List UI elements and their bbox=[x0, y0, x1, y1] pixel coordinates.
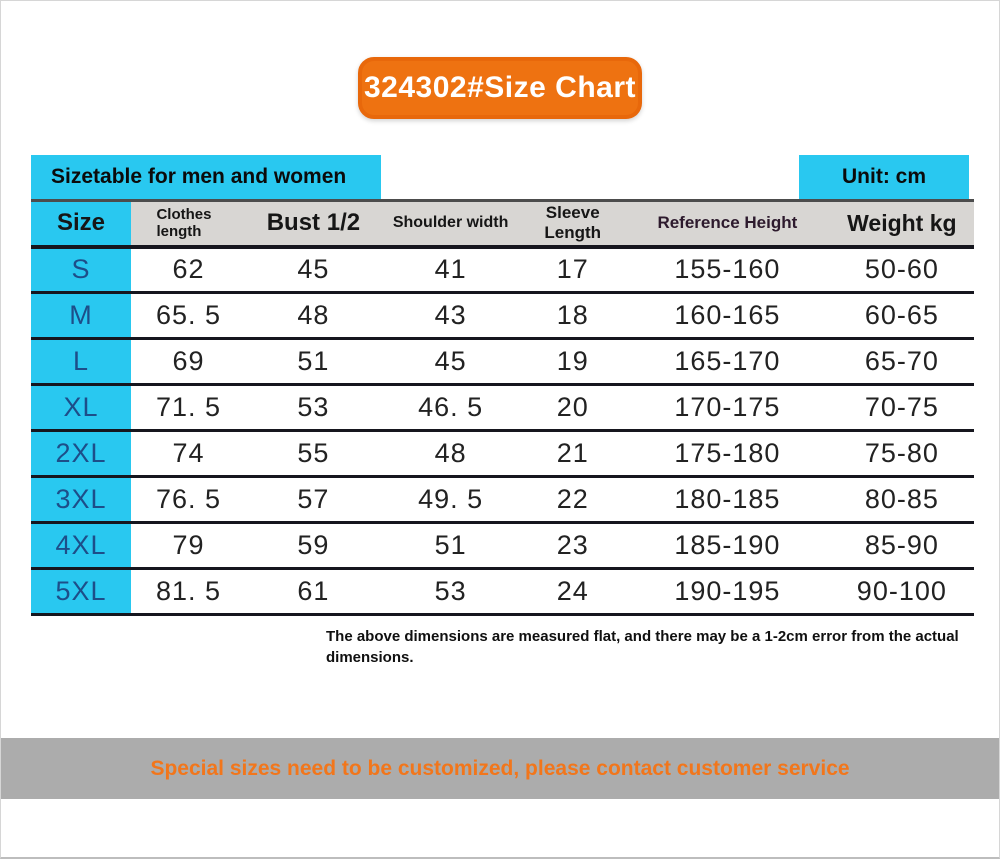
footer-banner: Special sizes need to be customized, ple… bbox=[1, 738, 999, 799]
value-cell: 51 bbox=[380, 522, 521, 570]
table-row-s: S 62 45 41 17 155-160 50-60 bbox=[31, 246, 974, 294]
value-cell: 81. 5 bbox=[130, 568, 246, 616]
column-header-sleeve-length: Sleeve Length bbox=[520, 200, 626, 249]
size-cell: 4XL bbox=[31, 522, 131, 570]
unit-bar: Unit: cm bbox=[799, 155, 969, 199]
value-cell: 57 bbox=[245, 476, 381, 524]
value-cell: 62 bbox=[130, 246, 246, 294]
value-cell: 53 bbox=[380, 568, 521, 616]
value-cell: 59 bbox=[245, 522, 381, 570]
value-cell: 190-195 bbox=[625, 568, 830, 616]
value-cell: 75-80 bbox=[829, 430, 974, 478]
value-cell: 155-160 bbox=[625, 246, 830, 294]
size-cell: 5XL bbox=[31, 568, 131, 616]
value-cell: 170-175 bbox=[625, 384, 830, 432]
caption-row: Sizetable for men and women Unit: cm bbox=[31, 155, 969, 199]
value-cell: 70-75 bbox=[829, 384, 974, 432]
column-header-label: Clothes length bbox=[156, 206, 212, 241]
value-cell: 65. 5 bbox=[130, 292, 246, 340]
size-table: Size Clothes length Bust 1/2 Shoulder width… bbox=[31, 199, 974, 616]
value-cell: 175-180 bbox=[625, 430, 830, 478]
size-table-body: S 62 45 41 17 155-160 50-60 M 65. 5 48 43 18 160-165… bbox=[31, 246, 974, 616]
column-header-label: Weight kg bbox=[847, 209, 957, 236]
table-row-2xl: 2XL 74 55 48 21 175-180 75-80 bbox=[31, 430, 974, 478]
value-cell: 85-90 bbox=[829, 522, 974, 570]
value-cell: 90-100 bbox=[829, 568, 974, 616]
size-table-header: Size Clothes length Bust 1/2 Shoulder width… bbox=[31, 200, 974, 249]
footer-message: Special sizes need to be customized, ple… bbox=[150, 756, 850, 780]
value-cell: 22 bbox=[520, 476, 626, 524]
page-title: 324302#Size Chart bbox=[364, 71, 636, 104]
table-row-xl: XL 71. 5 53 46. 5 20 170-175 70-75 bbox=[31, 384, 974, 432]
column-header-label: Bust 1/2 bbox=[266, 209, 361, 237]
value-cell: 80-85 bbox=[829, 476, 974, 524]
value-cell: 17 bbox=[520, 246, 626, 294]
value-cell: 46. 5 bbox=[380, 384, 521, 432]
column-header-label: Sleeve Length bbox=[544, 203, 602, 243]
column-header-weight-kg: Weight kg bbox=[829, 200, 974, 249]
value-cell: 74 bbox=[130, 430, 246, 478]
column-header-clothes-length: Clothes length bbox=[130, 200, 246, 249]
value-cell: 49. 5 bbox=[380, 476, 521, 524]
value-cell: 79 bbox=[130, 522, 246, 570]
column-header-label: Size bbox=[56, 209, 105, 237]
value-cell: 45 bbox=[380, 338, 521, 386]
value-cell: 48 bbox=[245, 292, 381, 340]
value-cell: 21 bbox=[520, 430, 626, 478]
value-cell: 165-170 bbox=[625, 338, 830, 386]
column-header-reference-height: Reference Height bbox=[625, 200, 830, 249]
value-cell: 60-65 bbox=[829, 292, 974, 340]
column-header-shoulder-width: Shoulder width bbox=[380, 200, 521, 249]
column-header-label: Shoulder width bbox=[392, 214, 509, 232]
value-cell: 65-70 bbox=[829, 338, 974, 386]
table-row-3xl: 3XL 76. 5 57 49. 5 22 180-185 80-85 bbox=[31, 476, 974, 524]
size-cell: M bbox=[31, 292, 131, 340]
size-cell: L bbox=[31, 338, 131, 386]
table-caption-bar: Sizetable for men and women bbox=[31, 155, 381, 199]
value-cell: 71. 5 bbox=[130, 384, 246, 432]
value-cell: 55 bbox=[245, 430, 381, 478]
size-cell: S bbox=[31, 246, 131, 294]
value-cell: 50-60 bbox=[829, 246, 974, 294]
value-cell: 48 bbox=[380, 430, 521, 478]
value-cell: 19 bbox=[520, 338, 626, 386]
value-cell: 51 bbox=[245, 338, 381, 386]
size-cell: 3XL bbox=[31, 476, 131, 524]
value-cell: 180-185 bbox=[625, 476, 830, 524]
value-cell: 20 bbox=[520, 384, 626, 432]
table-caption-label: Sizetable for men and women bbox=[51, 165, 347, 188]
table-row-4xl: 4XL 79 59 51 23 185-190 85-90 bbox=[31, 522, 974, 570]
value-cell: 185-190 bbox=[625, 522, 830, 570]
column-header-label: Reference Height bbox=[657, 213, 798, 233]
table-row-l: L 69 51 45 19 165-170 65-70 bbox=[31, 338, 974, 386]
header-row: Size Clothes length Bust 1/2 Shoulder width… bbox=[31, 200, 974, 249]
value-cell: 24 bbox=[520, 568, 626, 616]
value-cell: 23 bbox=[520, 522, 626, 570]
value-cell: 76. 5 bbox=[130, 476, 246, 524]
table-row-m: M 65. 5 48 43 18 160-165 60-65 bbox=[31, 292, 974, 340]
value-cell: 45 bbox=[245, 246, 381, 294]
value-cell: 69 bbox=[130, 338, 246, 386]
measurement-note: The above dimensions are measured flat, … bbox=[326, 628, 959, 666]
value-cell: 18 bbox=[520, 292, 626, 340]
value-cell: 61 bbox=[245, 568, 381, 616]
unit-label: Unit: cm bbox=[842, 165, 926, 188]
size-cell: XL bbox=[31, 384, 131, 432]
table-row-5xl: 5XL 81. 5 61 53 24 190-195 90-100 bbox=[31, 568, 974, 616]
column-header-bust-1-2: Bust 1/2 bbox=[245, 200, 381, 249]
size-cell: 2XL bbox=[31, 430, 131, 478]
value-cell: 41 bbox=[380, 246, 521, 294]
value-cell: 160-165 bbox=[625, 292, 830, 340]
value-cell: 53 bbox=[245, 384, 381, 432]
column-header-size: Size bbox=[31, 200, 131, 249]
title-badge: 324302#Size Chart bbox=[358, 57, 642, 119]
value-cell: 43 bbox=[380, 292, 521, 340]
